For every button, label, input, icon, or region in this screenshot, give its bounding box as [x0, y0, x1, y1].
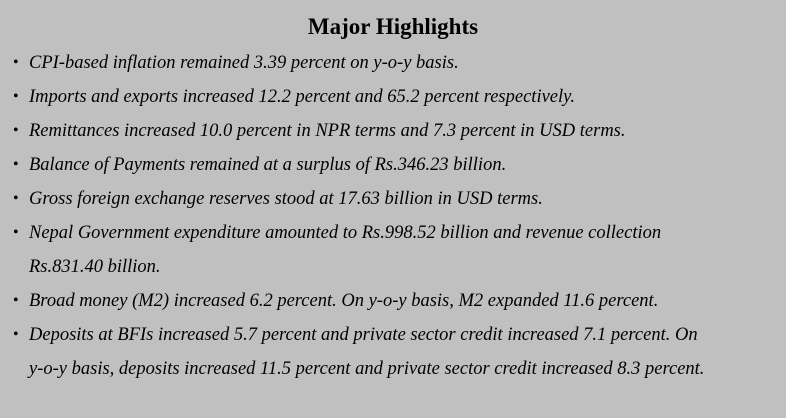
item-text: Imports and exports increased 12.2 perce… [29, 87, 575, 107]
list-item: • Nepal Government expenditure amounted … [12, 216, 782, 284]
bullet-icon: • [13, 190, 19, 207]
item-text: Remittances increased 10.0 percent in NP… [29, 121, 626, 141]
list-item: • Balance of Payments remained at a surp… [12, 148, 782, 182]
item-text-continued: Rs.831.40 billion. [29, 257, 161, 277]
bullet-icon: • [13, 292, 19, 309]
bullet-icon: • [13, 88, 19, 105]
list-item: • Deposits at BFIs increased 5.7 percent… [12, 318, 782, 386]
page-title: Major Highlights [307, 14, 479, 39]
highlights-list: • CPI-based inflation remained 3.39 perc… [12, 46, 782, 386]
bullet-icon: • [13, 326, 19, 343]
item-text-continued: y-o-y basis, deposits increased 11.5 per… [29, 359, 705, 379]
item-text: Gross foreign exchange reserves stood at… [29, 189, 543, 209]
bullet-icon: • [13, 54, 19, 71]
item-text: CPI-based inflation remained 3.39 percen… [29, 53, 459, 73]
item-text: Nepal Government expenditure amounted to… [29, 223, 662, 243]
list-item: • Imports and exports increased 12.2 per… [12, 80, 782, 114]
list-item: • CPI-based inflation remained 3.39 perc… [12, 46, 782, 80]
item-text: Broad money (M2) increased 6.2 percent. … [29, 291, 659, 311]
list-item: • Broad money (M2) increased 6.2 percent… [12, 284, 782, 318]
list-item: • Gross foreign exchange reserves stood … [12, 182, 782, 216]
list-item: • Remittances increased 10.0 percent in … [12, 114, 782, 148]
bullet-icon: • [13, 122, 19, 139]
bullet-icon: • [13, 156, 19, 173]
bullet-icon: • [13, 224, 19, 241]
item-text: Deposits at BFIs increased 5.7 percent a… [29, 325, 698, 345]
item-text: Balance of Payments remained at a surplu… [29, 155, 507, 175]
